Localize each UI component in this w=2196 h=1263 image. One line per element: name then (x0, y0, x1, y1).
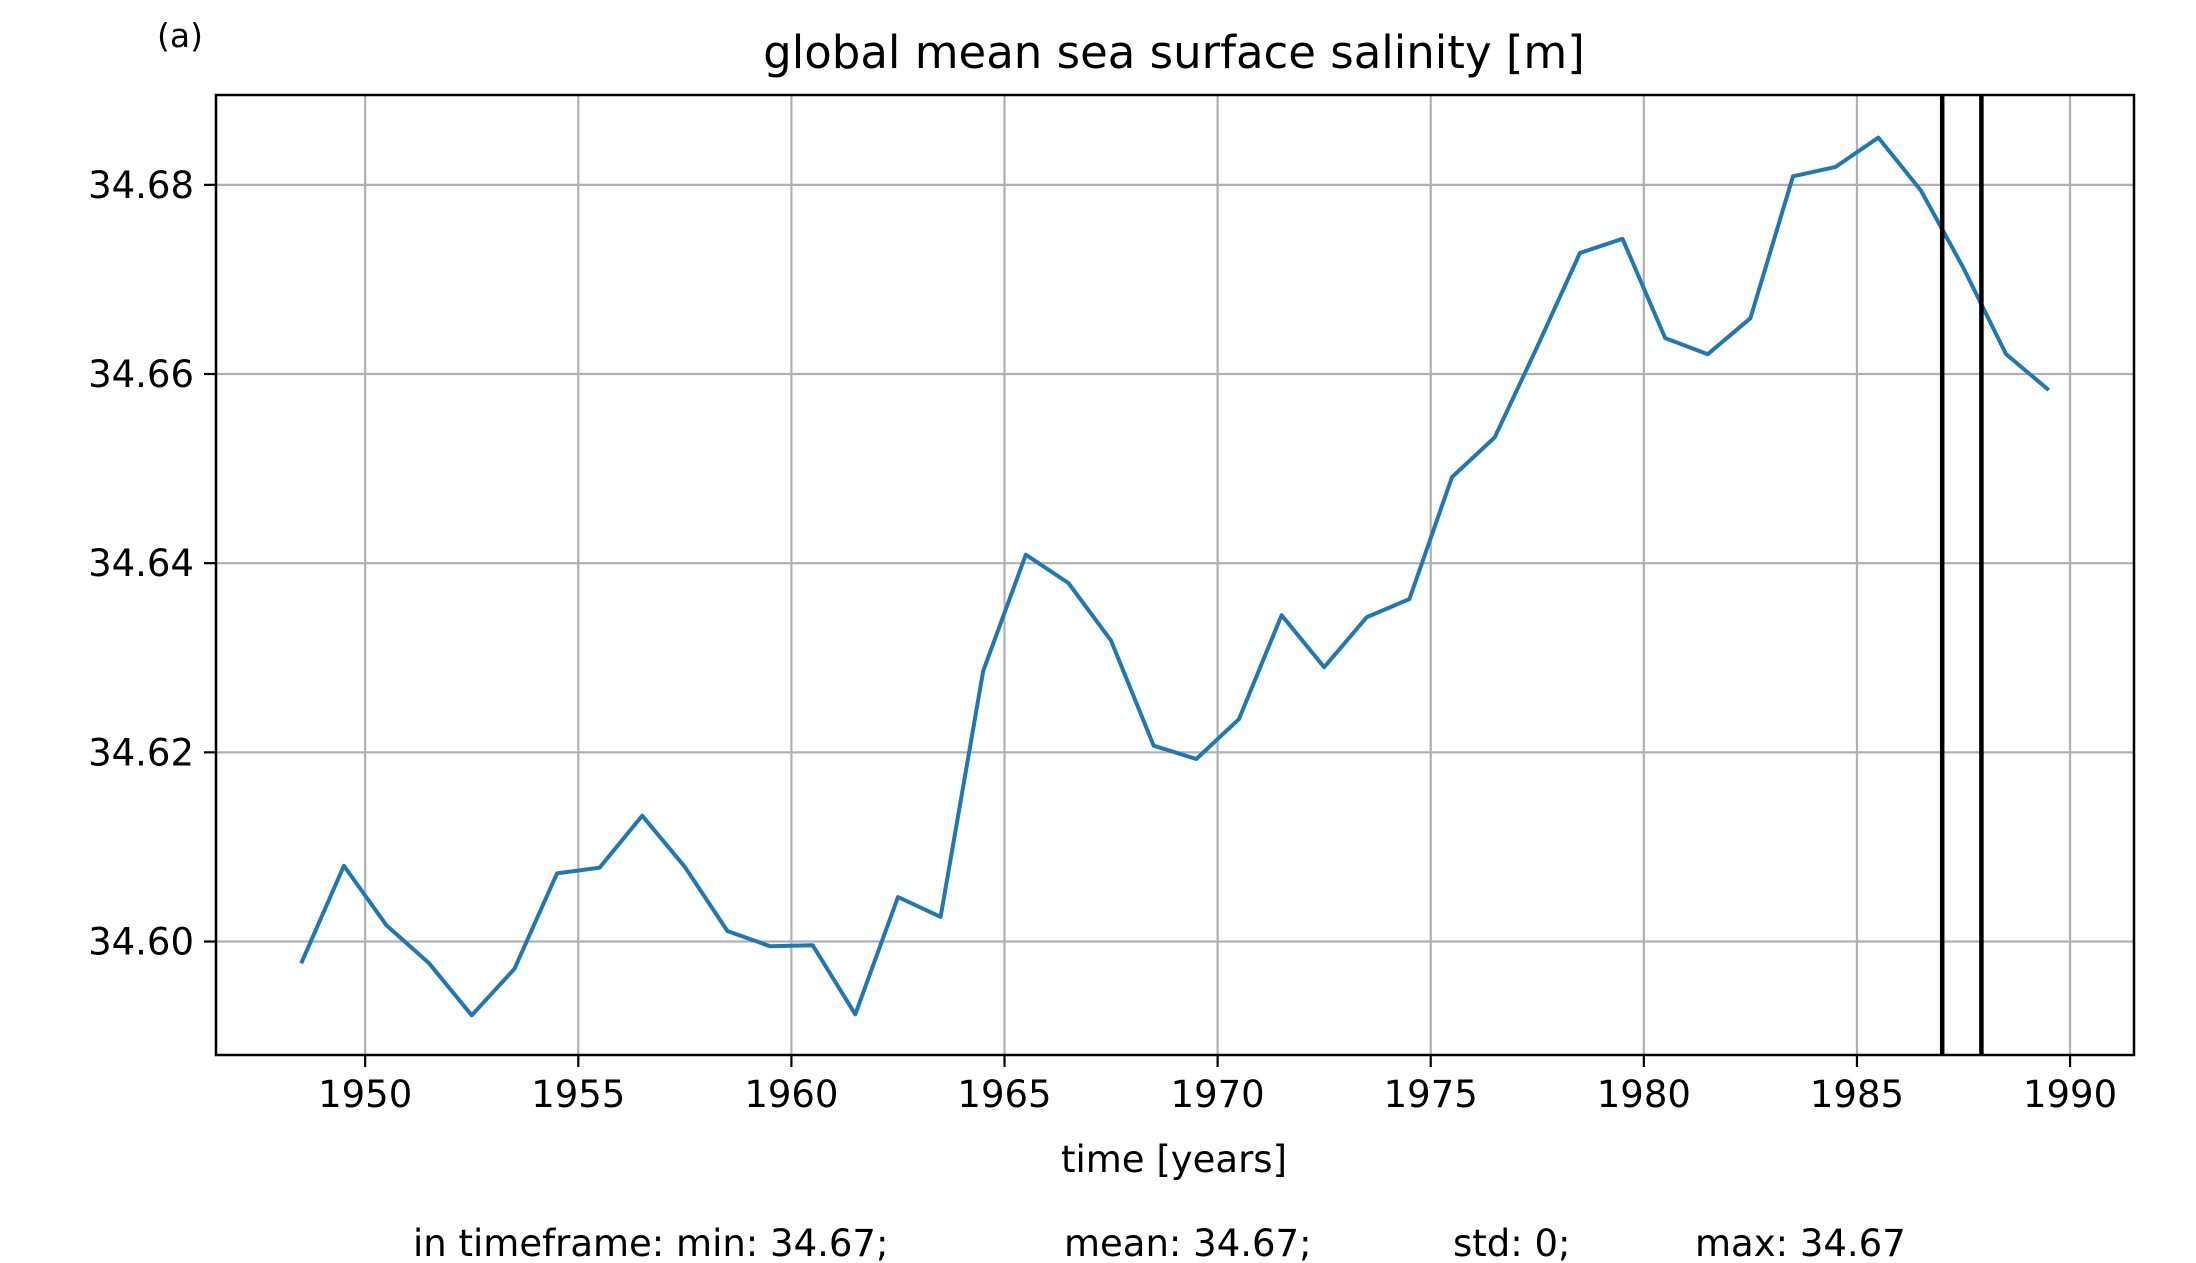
x-axis-ticks: 1950 1955 1960 1965 1970 1975 1980 1985 1990 (318, 1055, 2117, 1116)
x-tick-label: 1975 (1384, 1073, 1478, 1116)
x-tick-label: 1990 (2023, 1073, 2117, 1116)
x-tick-label: 1950 (318, 1073, 412, 1116)
x-tick-label: 1960 (744, 1073, 838, 1116)
x-axis-label: time [years] (1061, 1138, 1287, 1181)
y-tick-label: 34.62 (88, 731, 194, 774)
timeframe-markers (1939, 95, 1984, 1055)
x-tick-label: 1980 (1597, 1073, 1691, 1116)
stats-min: in timeframe: min: 34.67; (413, 1222, 888, 1263)
y-tick-label: 34.64 (88, 542, 194, 585)
chart-title: global mean sea surface salinity [m] (763, 26, 1585, 79)
x-tick-label: 1985 (1810, 1073, 1904, 1116)
x-tick-label: 1970 (1171, 1073, 1265, 1116)
plot-area (299, 135, 2051, 1018)
y-tick-label: 34.60 (88, 921, 194, 964)
x-tick-label: 1965 (957, 1073, 1051, 1116)
panel-label: (a) (157, 16, 203, 55)
stats-max: max: 34.67 (1695, 1222, 1906, 1263)
stats-mean: mean: 34.67; (1064, 1222, 1312, 1263)
y-tick-label: 34.66 (88, 353, 194, 396)
axes-frame (214, 93, 2136, 1057)
x-tick-label: 1955 (531, 1073, 625, 1116)
salinity-series-line (299, 135, 2051, 1018)
y-axis-ticks: 34.60 34.62 34.64 34.66 34.68 (88, 164, 216, 964)
stats-std: std: 0; (1453, 1222, 1571, 1263)
y-tick-label: 34.68 (88, 164, 194, 207)
